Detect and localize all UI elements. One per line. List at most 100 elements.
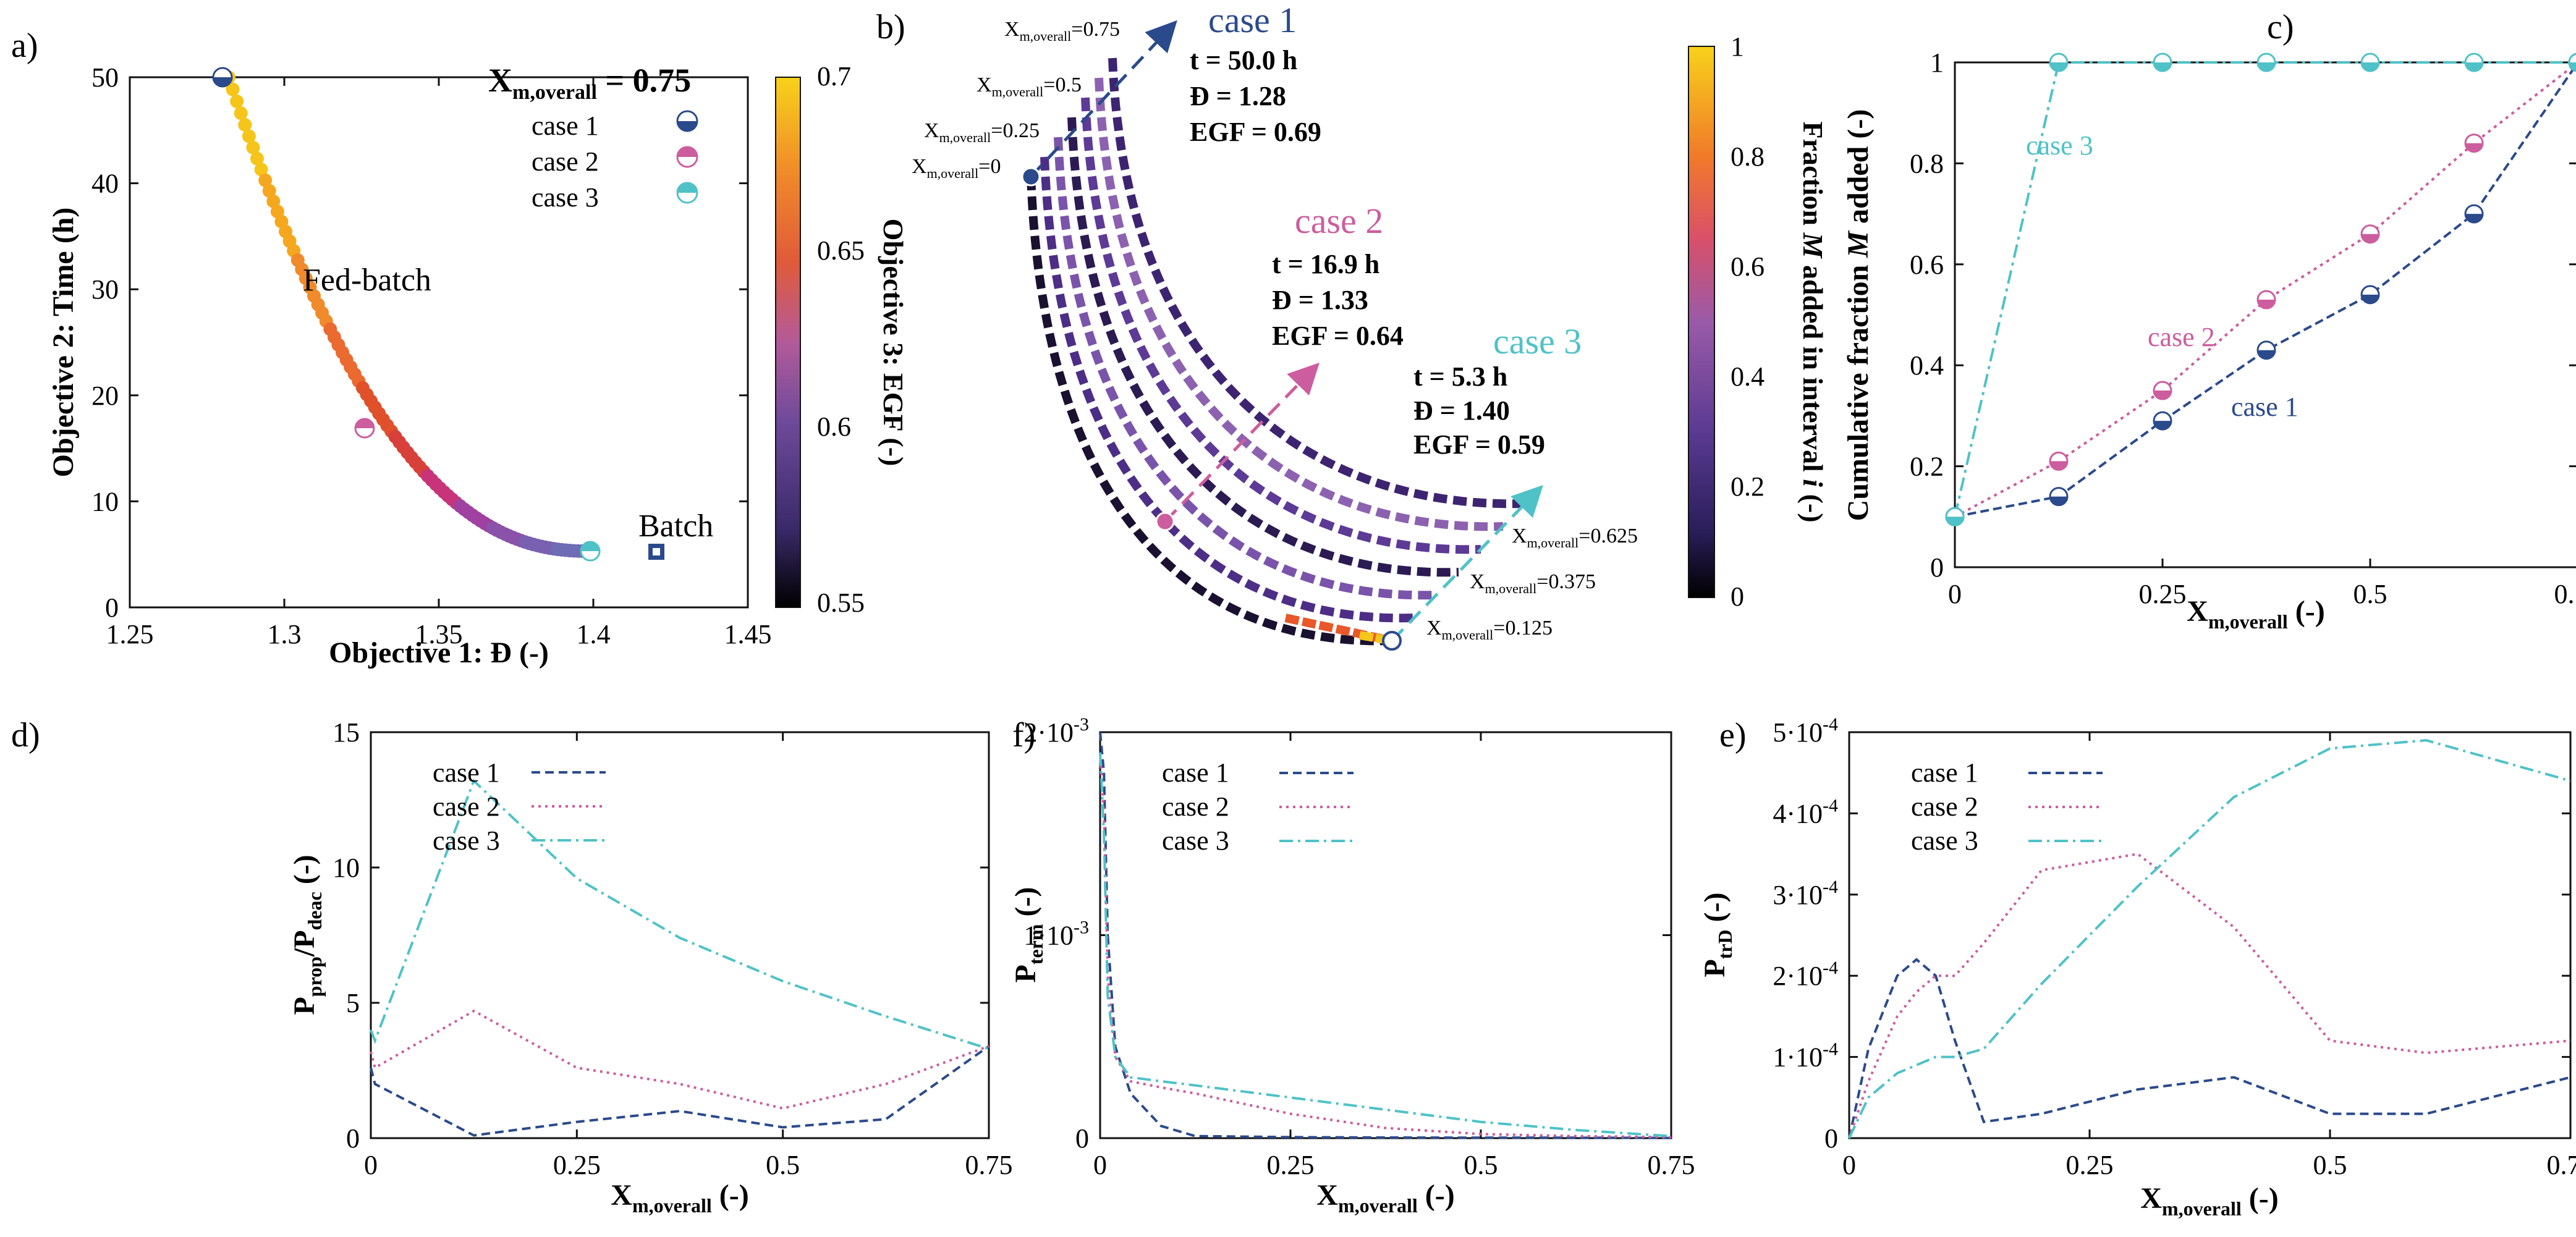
- panel-b-colorbar-label: Fraction M added in interval i (-): [1797, 121, 1829, 522]
- panel-b-colorbar: [1688, 46, 1715, 598]
- y-tick-mantissa: 2·10: [1023, 717, 1074, 748]
- panel-d-legend-case-3: case 3: [433, 825, 500, 856]
- c-series-1-point-fill: [2050, 496, 2067, 505]
- panel-c: c) 0 0.25 0.5 0.75 0 0.2 0.4 0.6 0.8 1 case 3 cas…: [1842, 8, 2576, 633]
- panel-a-ylabel: Objective 2: Time (h): [47, 208, 80, 478]
- y-tick-exponent: -4: [1823, 877, 1838, 897]
- b-case-1-time: t = 50.0 h: [1190, 45, 1297, 75]
- pareto-point: [250, 151, 265, 166]
- y-tick-label: 5: [346, 988, 360, 1018]
- y-tick-label: 0: [1824, 1123, 1838, 1154]
- panel-c-ylabel: Cumulative fraction M added (-): [1842, 109, 1875, 521]
- case-2-marker: [354, 418, 375, 439]
- x-tick-label: 0: [1093, 1150, 1107, 1180]
- c-series-3-point: [2464, 53, 2484, 72]
- c-series-2-point-fill: [2154, 391, 2171, 400]
- panel-c-case-1-label: case 1: [2231, 392, 2298, 422]
- c-series-3-point: [2153, 53, 2172, 72]
- series-3-line: [1848, 739, 2571, 1139]
- case-3-arrow: [1391, 484, 1543, 642]
- panel-c-series: [1945, 53, 2576, 526]
- case-1-start-marker: [1021, 167, 1041, 187]
- b-curve: [1054, 137, 1437, 600]
- case-3-start-marker: [1382, 631, 1402, 651]
- c-series-2-point-fill: [2050, 461, 2067, 470]
- panel-a-cbar-tick-3: 0.7: [817, 61, 851, 91]
- panel-c-xlabel: Xm,overall (-): [2187, 595, 2324, 633]
- c-series-2-point: [2360, 224, 2380, 244]
- legend-case-1-marker: [676, 110, 698, 132]
- pareto-point: [238, 117, 252, 132]
- y-tick-mantissa: 1·10: [1023, 921, 1074, 951]
- x-tick-label: 0.25: [553, 1150, 601, 1180]
- c-series-3-point-fill: [2362, 62, 2379, 71]
- y-tick-mantissa: 5·10: [1773, 717, 1823, 748]
- pareto-point: [242, 129, 256, 143]
- case-2-marker-fill: [355, 418, 374, 428]
- series-2-line: [1099, 752, 1672, 1139]
- y-tick-label: 50: [91, 62, 119, 93]
- b-curve: [1027, 176, 1392, 646]
- panel-d-ylabel: Pprop/Pdeac (-): [288, 855, 326, 1015]
- panel-a-colorbar-label: Objective 3: EGF (-): [878, 219, 909, 467]
- panel-b-cbar-tick-1: 0.2: [1731, 471, 1765, 502]
- panel-f-ylabel: Pterm (-): [1009, 887, 1047, 983]
- batch-annotation: Batch: [638, 509, 713, 544]
- pareto-point: [266, 194, 281, 208]
- series-1-line: [1848, 958, 2571, 1139]
- case-1-arrow: [1030, 20, 1177, 178]
- b-case-3-dispersity: Đ = 1.40: [1413, 395, 1510, 426]
- panel-c-ticks: 0 0.25 0.5 0.75 0 0.2 0.4 0.6 0.8 1: [1910, 48, 2576, 609]
- y-tick-mantissa: 3·10: [1773, 880, 1823, 910]
- c-series-1-point: [2464, 204, 2484, 224]
- legend-case-3-marker: [676, 182, 698, 204]
- c-series-3-point-fill: [2050, 62, 2067, 71]
- y-tick-label: 2·10-3: [1023, 714, 1089, 748]
- panel-a-pareto-front: [222, 70, 597, 559]
- panel-e-ylabel: PtrD (-): [1698, 892, 1736, 977]
- c-series-3-point-fill: [2465, 62, 2483, 71]
- x-tick-label: 0.75: [2547, 1150, 2576, 1180]
- b-label-025: Xm,overall=0.25: [924, 119, 1040, 145]
- panel-a-legend-case-3: case 3: [532, 182, 599, 213]
- x-tick-label: 0.5: [2313, 1150, 2347, 1180]
- x-tick-label: 0.75: [2554, 579, 2576, 609]
- c-series-3-point: [2568, 53, 2576, 72]
- pareto-point: [226, 82, 240, 96]
- c-series-1-point: [2153, 411, 2172, 431]
- x-tick-label: 0.75: [1648, 1150, 1695, 1180]
- c-series-3-point-fill: [1946, 517, 1964, 526]
- pareto-point: [254, 163, 268, 177]
- b-case-1-egf: EGF = 0.69: [1190, 117, 1321, 147]
- panel-a-legend-markers: [676, 110, 698, 204]
- series-3-line: [370, 779, 989, 1050]
- panel-a-case-markers: [212, 67, 601, 562]
- panel-c-label: c): [2267, 8, 2294, 46]
- panel-a-legend-case-1: case 1: [532, 111, 599, 141]
- pareto-point: [262, 184, 276, 198]
- y-tick-mantissa: 0: [1824, 1123, 1838, 1154]
- c-series-3-point-fill: [2569, 62, 2576, 71]
- y-tick-label: 4·10-4: [1773, 795, 1838, 829]
- series-2-line: [370, 1009, 989, 1110]
- panel-f-xlabel: Xm,overall (-): [1316, 1179, 1454, 1217]
- c-series-3-point: [2360, 53, 2380, 72]
- b-label-0625: Xm,overall=0.625: [1512, 525, 1638, 551]
- panel-b-cbar-tick-5: 1: [1731, 32, 1744, 62]
- b-case-2-egf: EGF = 0.64: [1272, 321, 1404, 351]
- panel-d-legend-case-2: case 2: [433, 792, 500, 822]
- x-tick-label: 0.5: [1464, 1150, 1498, 1180]
- panel-a: a) 1.25 1.3 1.35 1.4 1.45 0 10 20 30 40 50 Fed-bat…: [11, 27, 909, 669]
- y-tick-mantissa: 4·10: [1773, 798, 1823, 829]
- x-tick-label: 1.25: [106, 619, 154, 649]
- y-tick-exponent: -3: [1074, 918, 1089, 938]
- panel-e-frame: [1848, 731, 2572, 1139]
- y-tick-label: 1·10-3: [1023, 918, 1089, 951]
- series-1-line: [1099, 732, 1672, 1139]
- panel-e-xlabel: Xm,overall (-): [2140, 1182, 2278, 1220]
- panel-b-cbar-tick-0: 0: [1731, 581, 1744, 612]
